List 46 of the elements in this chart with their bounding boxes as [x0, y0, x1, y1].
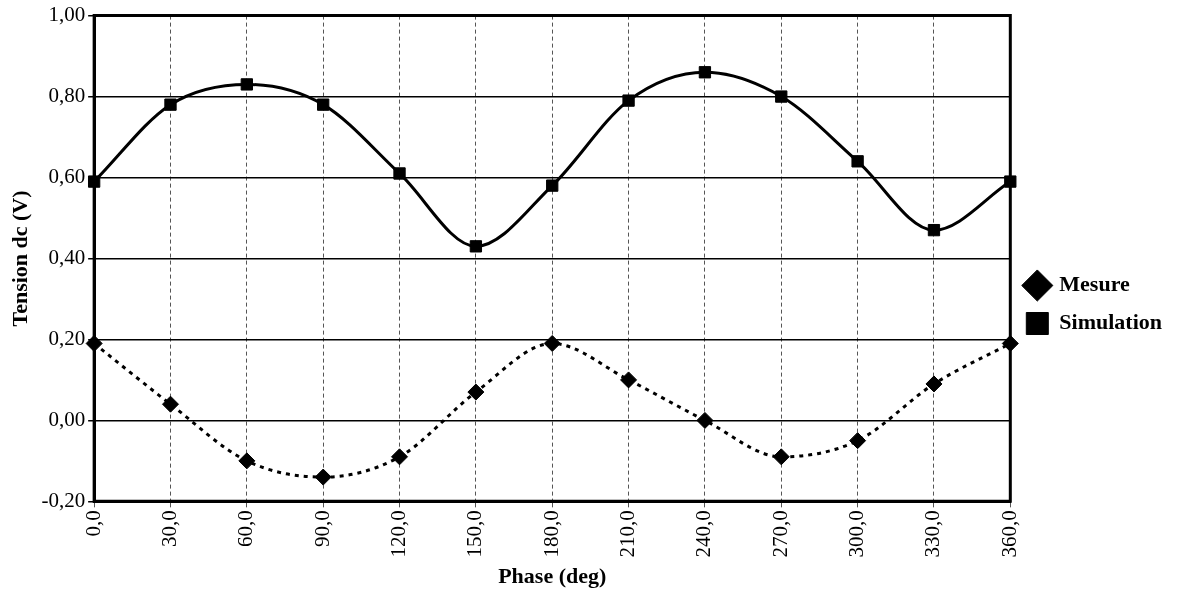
- x-tick-label: 90,0: [309, 510, 334, 548]
- y-tick-label: -0,20: [41, 487, 86, 512]
- y-tick-label: 0,20: [48, 325, 86, 350]
- point: [925, 375, 943, 393]
- point: [775, 90, 788, 103]
- y-tick-label: 0,40: [48, 244, 86, 269]
- point: [622, 94, 635, 107]
- legend-label: Mesure: [1059, 271, 1130, 297]
- legend-label: Simulation: [1059, 309, 1163, 335]
- point: [314, 468, 332, 486]
- point: [393, 167, 406, 180]
- x-tick-label: 210,0: [615, 510, 640, 558]
- point: [696, 411, 714, 429]
- x-tick-label: 0,0: [80, 510, 105, 537]
- y-tick-label: 0,60: [48, 164, 86, 189]
- point: [698, 66, 712, 79]
- x-tick-label: 360,0: [996, 510, 1021, 558]
- y-tick-label: 0,80: [48, 83, 86, 108]
- point: [927, 223, 941, 237]
- point: [391, 448, 409, 466]
- x-tick-label: 60,0: [233, 510, 258, 548]
- point: [317, 98, 330, 111]
- x-tick-label: 30,0: [157, 510, 182, 548]
- point: [238, 452, 256, 470]
- point: [467, 383, 485, 401]
- x-tick-label: 120,0: [386, 510, 411, 558]
- point: [161, 395, 179, 413]
- y-axis-title: Tension dc (V): [6, 190, 32, 327]
- x-tick-label: 300,0: [844, 510, 869, 558]
- y-tick-label: 0,00: [48, 406, 86, 431]
- point: [164, 98, 177, 111]
- point: [620, 371, 638, 389]
- x-tick-label: 330,0: [920, 510, 945, 558]
- x-tick-label: 240,0: [691, 510, 716, 558]
- point: [772, 448, 790, 466]
- point: [240, 78, 253, 91]
- point: [469, 240, 483, 253]
- x-tick-label: 150,0: [462, 510, 487, 558]
- point: [849, 432, 867, 450]
- x-tick-label: 180,0: [538, 510, 563, 558]
- x-axis-title: Phase (deg): [498, 563, 607, 589]
- point: [543, 334, 561, 352]
- x-tick-label: 270,0: [767, 510, 792, 558]
- point: [851, 155, 864, 168]
- y-tick-label: 1,00: [48, 2, 86, 27]
- point: [546, 179, 559, 192]
